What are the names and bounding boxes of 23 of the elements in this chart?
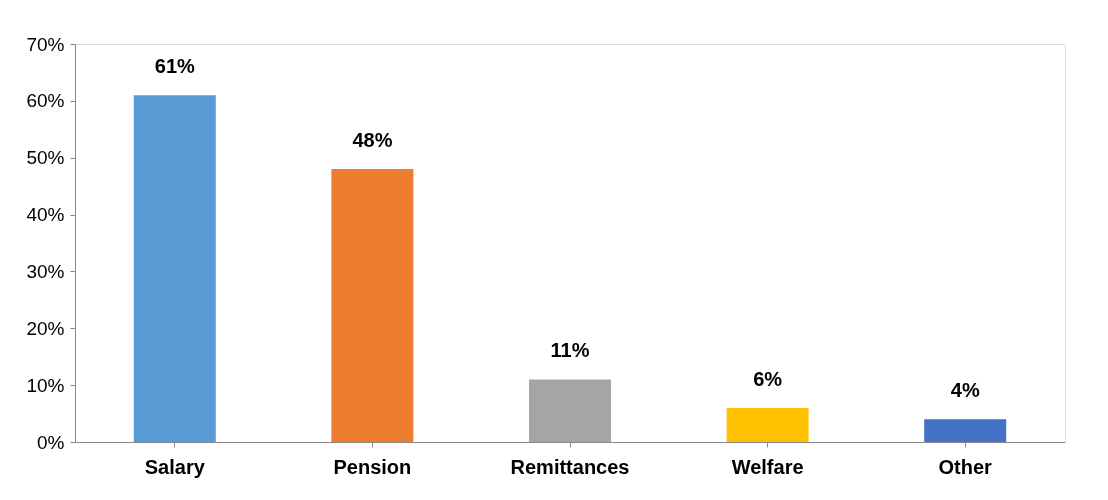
bar <box>529 379 611 442</box>
y-tick-label: 40% <box>26 204 65 226</box>
y-tick-label: 10% <box>26 374 65 396</box>
bar <box>726 407 809 442</box>
data-label: 11% <box>550 339 590 362</box>
y-tick-label: 70% <box>26 33 65 55</box>
bar <box>331 169 414 442</box>
x-tick-label: Remittances <box>510 455 630 478</box>
x-tick-label: Pension <box>333 455 412 478</box>
x-tick-label: Welfare <box>731 455 804 478</box>
data-label: 4% <box>950 379 980 402</box>
y-tick-label: 60% <box>26 90 65 112</box>
y-tick-label: 0% <box>37 431 65 453</box>
x-tick-label: Salary <box>144 455 206 478</box>
y-tick-label: 50% <box>26 147 65 169</box>
bar <box>133 95 216 442</box>
bar <box>924 419 1007 442</box>
data-label: 48% <box>352 129 393 152</box>
y-tick-label: 20% <box>26 317 65 339</box>
data-label: 6% <box>753 367 783 390</box>
data-label: 61% <box>154 55 196 78</box>
y-tick-label: 30% <box>26 260 65 282</box>
x-tick-label: Other <box>938 455 993 478</box>
